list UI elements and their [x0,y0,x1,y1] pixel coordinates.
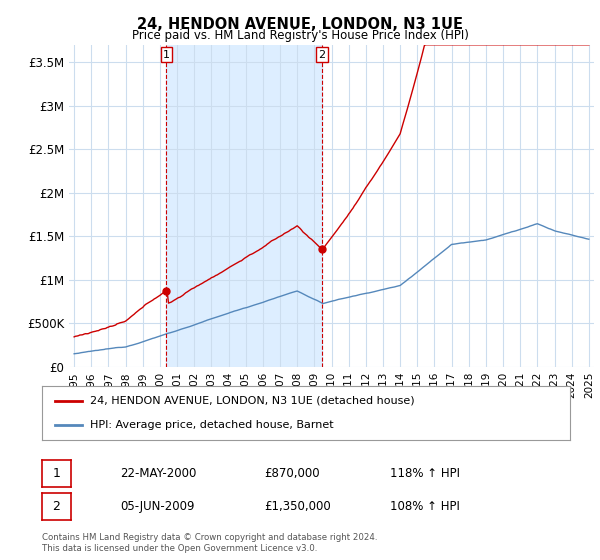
Text: 1: 1 [52,466,61,480]
Text: 1: 1 [163,50,170,59]
Text: HPI: Average price, detached house, Barnet: HPI: Average price, detached house, Barn… [89,420,333,430]
Text: 2: 2 [52,500,61,514]
Text: 24, HENDON AVENUE, LONDON, N3 1UE (detached house): 24, HENDON AVENUE, LONDON, N3 1UE (detac… [89,396,414,406]
Text: 05-JUN-2009: 05-JUN-2009 [120,500,194,514]
Text: 2: 2 [318,50,325,59]
Text: 24, HENDON AVENUE, LONDON, N3 1UE: 24, HENDON AVENUE, LONDON, N3 1UE [137,17,463,32]
Text: 118% ↑ HPI: 118% ↑ HPI [390,466,460,480]
Text: £1,350,000: £1,350,000 [264,500,331,514]
Text: Price paid vs. HM Land Registry's House Price Index (HPI): Price paid vs. HM Land Registry's House … [131,29,469,42]
Text: 108% ↑ HPI: 108% ↑ HPI [390,500,460,514]
Text: Contains HM Land Registry data © Crown copyright and database right 2024.
This d: Contains HM Land Registry data © Crown c… [42,533,377,553]
Text: 22-MAY-2000: 22-MAY-2000 [120,466,196,480]
Text: £870,000: £870,000 [264,466,320,480]
Bar [166,45,322,367]
